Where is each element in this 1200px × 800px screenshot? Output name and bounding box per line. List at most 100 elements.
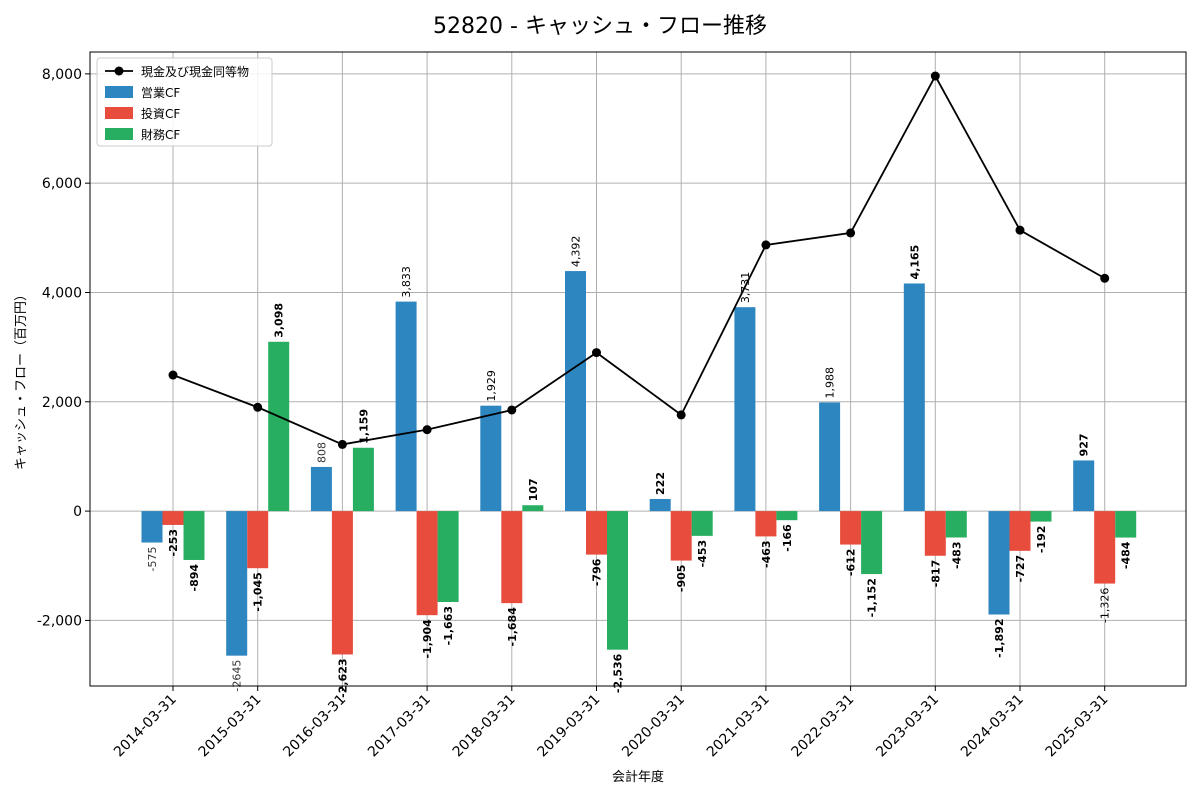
- bar-投資CF-2023-03-31: [924, 511, 946, 556]
- y-tick-label: 6,000: [42, 176, 82, 192]
- legend-marker: [114, 66, 124, 76]
- bar-投資CF-2014-03-31: [162, 511, 184, 525]
- bar-営業CF-2018-03-31: [480, 405, 502, 512]
- cash-point-2020-03-31: [676, 410, 686, 420]
- cash-point-2018-03-31: [507, 405, 517, 415]
- bars-group: [141, 271, 1137, 656]
- legend-entry-label: 現金及び現金同等物: [141, 64, 249, 79]
- bar-value-label: -796: [591, 558, 604, 586]
- bar-営業CF-2015-03-31: [226, 511, 248, 656]
- bar-営業CF-2014-03-31: [141, 511, 163, 543]
- cash-line: [172, 74, 1106, 446]
- bar-value-label: 1,159: [357, 409, 370, 444]
- bar-財務CF-2016-03-31: [352, 447, 374, 512]
- cash-point-2015-03-31: [253, 402, 263, 412]
- y-tick-label: 0: [73, 504, 82, 520]
- x-tick-label: 2024-03-31: [958, 692, 1027, 761]
- bar-財務CF-2021-03-31: [776, 511, 798, 521]
- y-tick-label: 4,000: [42, 285, 82, 301]
- y-axis-label: キャッシュ・フロー（百万円）: [14, 288, 29, 470]
- bar-財務CF-2020-03-31: [691, 511, 713, 536]
- bar-投資CF-2020-03-31: [670, 511, 692, 561]
- legend-bar-swatch: [105, 128, 133, 140]
- legend-bar-swatch: [105, 107, 133, 119]
- x-tick-label: 2023-03-31: [873, 692, 942, 761]
- bar-財務CF-2023-03-31: [945, 511, 967, 538]
- bar-value-label: 927: [1078, 433, 1091, 456]
- bar-value-label: -905: [675, 565, 688, 593]
- bar-value-label: 4,165: [908, 245, 921, 280]
- bar-投資CF-2019-03-31: [586, 511, 607, 555]
- bar-投資CF-2015-03-31: [247, 511, 269, 569]
- bar-投資CF-2018-03-31: [501, 511, 523, 604]
- y-tick-label: -2,000: [37, 613, 82, 629]
- x-axis-ticks: 2014-03-31 2015-03-31 2016-03-31 2017-03-31…: [111, 686, 1112, 760]
- bar-投資CF-2017-03-31: [416, 511, 438, 616]
- legend-frame: [96, 57, 273, 147]
- bar-value-label: -817: [929, 560, 942, 588]
- x-tick-label: 2022-03-31: [789, 692, 858, 761]
- bar-value-label: 1,929: [485, 370, 498, 402]
- x-tick-label: 2018-03-31: [450, 692, 519, 761]
- cash-point-2024-03-31: [1015, 225, 1025, 235]
- bar-value-label: -1,045: [252, 572, 265, 611]
- bar-value-label: -1,152: [866, 578, 879, 617]
- bar-value-label: -166: [781, 524, 794, 552]
- bar-value-label: -1,904: [421, 619, 434, 659]
- cash-point-2023-03-31: [930, 71, 940, 81]
- legend-entry-label: 財務CF: [141, 127, 180, 142]
- bar-value-label: -612: [845, 549, 858, 577]
- x-tick-label: 2017-03-31: [365, 692, 434, 761]
- cash-point-2025-03-31: [1100, 273, 1110, 283]
- y-tick-label: 8,000: [42, 67, 82, 83]
- bar-value-label: -1,663: [442, 606, 455, 645]
- bar-value-label: -727: [1014, 555, 1027, 583]
- y-axis-ticks: -2,000 0 2,000 4,000 6,000 8,000: [37, 67, 90, 629]
- cash-point-2017-03-31: [422, 425, 432, 435]
- bar-投資CF-2021-03-31: [755, 511, 777, 537]
- bar-営業CF-2023-03-31: [903, 283, 925, 512]
- bar-value-label: -1,326: [1099, 588, 1112, 623]
- bar-営業CF-2022-03-31: [819, 402, 841, 512]
- bar-value-label: -2,623: [336, 658, 349, 697]
- chart-title: 52820 - キャッシュ・フロー推移: [433, 14, 767, 39]
- bar-value-label: 3,833: [400, 266, 413, 298]
- bar-営業CF-2020-03-31: [649, 498, 671, 512]
- plot-frame: [89, 51, 1187, 687]
- bar-value-label: -484: [1120, 541, 1133, 569]
- x-tick-label: 2016-03-31: [280, 692, 349, 761]
- bar-value-label: -483: [950, 542, 963, 570]
- x-tick-label: 2020-03-31: [619, 692, 688, 761]
- bar-財務CF-2024-03-31: [1030, 511, 1052, 522]
- x-tick-label: 2025-03-31: [1043, 692, 1112, 761]
- legend-bar-swatch: [105, 86, 133, 98]
- bar-value-label: 808: [315, 442, 328, 463]
- cash-point-2016-03-31: [337, 439, 347, 449]
- x-tick-label: 2021-03-31: [704, 692, 773, 761]
- cash-line-group: [168, 71, 1110, 449]
- bar-営業CF-2019-03-31: [565, 271, 586, 512]
- bar-value-label: -192: [1035, 526, 1048, 554]
- bar-投資CF-2025-03-31: [1094, 511, 1116, 584]
- bar-value-label: 4,392: [570, 236, 583, 268]
- bar-財務CF-2022-03-31: [861, 511, 883, 575]
- bar-投資CF-2016-03-31: [331, 511, 353, 655]
- bar-投資CF-2022-03-31: [840, 511, 862, 545]
- cash-point-2022-03-31: [846, 228, 856, 238]
- bar-value-label: 222: [654, 472, 667, 495]
- bar-財務CF-2025-03-31: [1115, 511, 1137, 538]
- bar-value-label: -1,684: [506, 607, 519, 647]
- bar-財務CF-2018-03-31: [522, 505, 544, 512]
- bar-投資CF-2024-03-31: [1009, 511, 1031, 551]
- x-tick-label: 2015-03-31: [196, 692, 265, 761]
- bar-value-label: 107: [527, 478, 540, 501]
- bar-財務CF-2015-03-31: [268, 341, 290, 512]
- y-tick-label: 2,000: [42, 395, 82, 411]
- bar-value-label: -2,536: [612, 653, 625, 693]
- bar-営業CF-2025-03-31: [1073, 460, 1095, 512]
- cash-point-2021-03-31: [761, 240, 771, 250]
- bar-営業CF-2017-03-31: [395, 301, 417, 512]
- x-tick-label: 2014-03-31: [111, 692, 180, 761]
- legend-entry-label: 営業CF: [141, 86, 180, 100]
